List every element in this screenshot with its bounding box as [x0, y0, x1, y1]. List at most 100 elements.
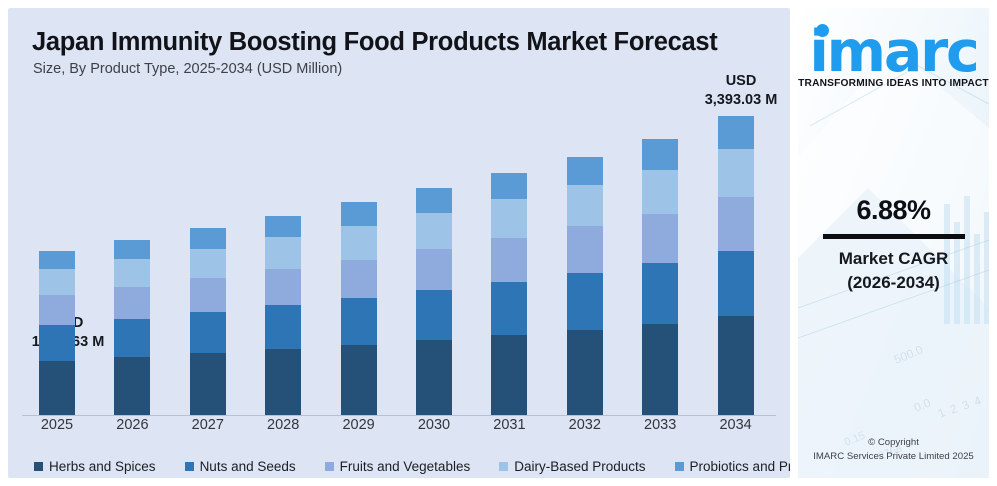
bar-segment	[717, 316, 754, 415]
bar-segment	[717, 250, 754, 317]
bar-segment	[416, 290, 452, 341]
legend-item[interactable]: Probiotics and Prebiotics	[674, 459, 790, 474]
legend-swatch-icon	[34, 461, 43, 471]
last-value-callout: USD 3,393.03 M	[686, 72, 790, 110]
legend-item[interactable]: Herbs and Spices	[34, 459, 156, 474]
svg-text:3: 3	[960, 397, 972, 413]
legend-item[interactable]: Fruits and Vegetables	[324, 458, 471, 474]
bar-segment	[189, 228, 226, 249]
x-axis-tick: 2025	[40, 417, 74, 433]
x-axis-tick: 2031	[493, 417, 526, 433]
stacked-bar	[642, 139, 679, 415]
cagr-period: (2026-2034)	[847, 273, 940, 292]
copyright-line-1: © Copyright	[868, 437, 919, 448]
imarc-logo: imarc TRANSFORMING IDEAS INTO IMPACT	[798, 22, 989, 89]
stacked-bar	[189, 228, 226, 415]
last-value-currency: USD	[725, 73, 757, 89]
bar-segment	[189, 248, 226, 279]
bar-segment	[114, 318, 151, 358]
bar-segment	[265, 237, 302, 270]
bar-segment	[189, 278, 226, 313]
legend-label: Nuts and Seeds	[199, 458, 296, 474]
last-value-amount: 3,393.03 M	[704, 92, 778, 108]
x-axis-tick: 2027	[191, 417, 224, 433]
bar-segment	[416, 340, 452, 415]
bar-group	[248, 103, 318, 415]
x-axis-tick: 2028	[267, 417, 300, 433]
bar-group	[324, 103, 394, 415]
svg-text:2: 2	[948, 401, 960, 417]
bar-segment	[491, 238, 528, 282]
bar-segment	[566, 226, 603, 273]
chart-subtitle: Size, By Product Type, 2025-2034 (USD Mi…	[33, 61, 343, 77]
bar-segment	[717, 148, 754, 197]
stacked-bar	[491, 172, 528, 415]
bar-segment	[491, 335, 528, 415]
bar-segment	[265, 215, 302, 238]
x-axis-tick: 2030	[417, 417, 451, 433]
cagr-divider	[822, 234, 965, 239]
bar-segment	[189, 312, 226, 354]
brand-panel: 500.0 0.0 1 2 3 4 0.15 2768 imarc TRANSF…	[798, 8, 989, 478]
cagr-block: 6.88% Market CAGR (2026-2034)	[798, 195, 989, 295]
bar-segment	[39, 250, 75, 269]
plot-area	[8, 104, 790, 416]
bar-segment	[189, 353, 226, 415]
bar-segment	[39, 268, 75, 296]
legend-swatch-icon	[499, 461, 509, 471]
copyright-line-2: IMARC Services Private Limited 2025	[813, 451, 974, 462]
background-artwork: 500.0 0.0 1 2 3 4 0.15 2768	[798, 8, 989, 478]
bar-segment	[717, 116, 754, 149]
x-axis-labels: 2025 2026 2027 2028 2029 2030 2031 2032 2033 2034	[8, 417, 790, 443]
copyright-notice: © Copyright IMARC Services Private Limit…	[798, 436, 989, 464]
stacked-bar	[265, 215, 302, 415]
x-axis-line	[22, 415, 776, 416]
bar-group	[173, 103, 243, 415]
legend-item[interactable]: Nuts and Seeds	[184, 458, 296, 474]
svg-text:0.0: 0.0	[912, 395, 933, 414]
bar-segment	[265, 349, 302, 415]
logo-wordmark: imarc	[809, 19, 980, 85]
bar-segment	[642, 213, 679, 264]
bar-segment	[416, 187, 452, 213]
stacked-bar	[416, 187, 452, 415]
page-title: Japan Immunity Boosting Food Products Ma…	[32, 28, 718, 56]
legend-item[interactable]: Dairy-Based Products	[499, 458, 646, 474]
bar-segment	[265, 269, 302, 306]
bar-segment	[114, 287, 151, 319]
legend-label: Fruits and Vegetables	[339, 458, 471, 474]
logo-wordmark-wrap: imarc	[809, 19, 980, 85]
x-axis-tick: 2029	[342, 417, 375, 433]
bar-segment	[340, 344, 377, 415]
x-axis-tick: 2034	[719, 417, 752, 433]
legend-swatch-icon	[184, 461, 194, 471]
bar-segment	[566, 272, 603, 330]
x-axis-tick: 2026	[116, 417, 149, 433]
cagr-value: 6.88%	[856, 195, 931, 225]
stacked-bar	[114, 239, 151, 415]
bar-group	[550, 103, 620, 415]
svg-text:1: 1	[936, 405, 948, 421]
legend-label: Dairy-Based Products	[514, 458, 646, 474]
chart-panel: Japan Immunity Boosting Food Products Ma…	[8, 8, 790, 478]
stacked-bar	[566, 156, 603, 415]
bar-group	[474, 103, 544, 415]
bar-segment	[491, 199, 528, 239]
bar-segment	[717, 196, 754, 251]
bar-segment	[566, 156, 603, 185]
bar-group	[22, 103, 92, 415]
stacked-bar	[340, 202, 377, 415]
bar-segment	[114, 239, 151, 259]
x-axis-tick: 2033	[644, 417, 677, 433]
bar-segment	[265, 305, 302, 350]
bar-segment	[340, 225, 377, 260]
bar-segment	[642, 263, 679, 324]
logo-dot-icon	[816, 24, 830, 37]
bar-segment	[39, 360, 75, 415]
bar-segment	[340, 202, 377, 226]
cagr-caption: Market CAGR	[838, 249, 949, 268]
bar-segment	[39, 295, 75, 325]
logo-tagline: TRANSFORMING IDEAS INTO IMPACT	[798, 78, 989, 89]
bar-segment	[491, 281, 528, 336]
